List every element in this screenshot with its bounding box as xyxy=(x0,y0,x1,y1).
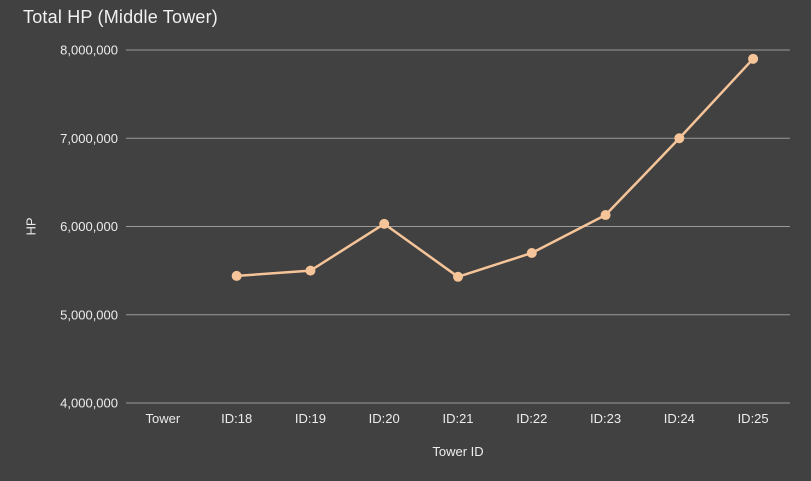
x-tick-label: ID:18 xyxy=(221,411,252,426)
chart-title: Total HP (Middle Tower) xyxy=(23,7,219,27)
y-tick-label: 5,000,000 xyxy=(60,307,118,322)
x-tick-label: ID:20 xyxy=(369,411,400,426)
y-tick-label: 6,000,000 xyxy=(60,219,118,234)
x-tick-label: ID:23 xyxy=(590,411,621,426)
y-tick-label: 7,000,000 xyxy=(60,131,118,146)
x-tick-label: Tower xyxy=(146,411,181,426)
series-line xyxy=(235,57,755,279)
x-axis-title: Tower ID xyxy=(432,444,484,459)
data-point[interactable] xyxy=(305,265,316,276)
y-tick-label: 4,000,000 xyxy=(60,396,118,411)
x-tick-label: ID:19 xyxy=(295,411,326,426)
x-tick-label: ID:24 xyxy=(664,411,695,426)
data-point[interactable] xyxy=(674,133,685,144)
data-point[interactable] xyxy=(379,218,390,229)
data-point[interactable] xyxy=(526,247,537,258)
y-tick-label: 8,000,000 xyxy=(60,43,118,58)
x-tick-label: ID:25 xyxy=(738,411,769,426)
data-point[interactable] xyxy=(748,53,759,64)
data-point[interactable] xyxy=(600,210,611,221)
data-point[interactable] xyxy=(453,271,463,282)
x-tick-label: ID:22 xyxy=(516,411,547,426)
data-point[interactable] xyxy=(231,270,242,281)
y-axis-title: HP xyxy=(23,217,39,236)
x-tick-label: ID:21 xyxy=(442,411,473,426)
